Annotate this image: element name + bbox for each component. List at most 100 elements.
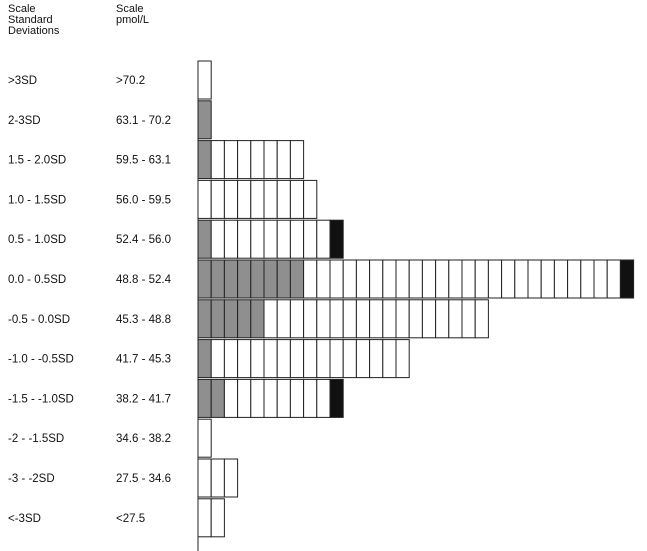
bar-cell bbox=[329, 299, 344, 339]
bar-cell bbox=[250, 378, 265, 418]
bar-cell bbox=[250, 259, 265, 299]
row-label-pmol: 63.1 - 70.2 bbox=[116, 115, 171, 127]
bar-cell bbox=[197, 299, 212, 339]
bar-cell bbox=[276, 378, 291, 418]
bar-cell bbox=[263, 259, 278, 299]
bar-cell bbox=[580, 259, 595, 299]
bar-cell bbox=[237, 219, 252, 259]
bar-cell bbox=[210, 259, 225, 299]
bar-cell bbox=[197, 100, 212, 140]
bar-cell bbox=[223, 179, 239, 219]
bar-cell bbox=[223, 458, 239, 498]
bar-cell bbox=[395, 299, 410, 339]
bar-cell bbox=[276, 339, 291, 379]
bar-cell bbox=[303, 378, 318, 418]
bar-cell bbox=[223, 378, 239, 418]
bar-cell bbox=[553, 259, 569, 299]
bar-cell bbox=[197, 219, 212, 259]
bar-cell bbox=[237, 378, 252, 418]
bar-cell bbox=[210, 339, 225, 379]
bar-cell bbox=[237, 140, 252, 180]
row-label-pmol: 34.6 - 38.2 bbox=[116, 433, 171, 445]
header-pmol-line: Scale bbox=[116, 3, 144, 15]
bar-cell bbox=[210, 458, 225, 498]
bar-cell bbox=[316, 378, 331, 418]
row-label-pmol: 52.4 - 56.0 bbox=[116, 234, 171, 246]
row-label-sd: 2-3SD bbox=[8, 115, 41, 127]
bar-cell bbox=[408, 299, 423, 339]
bar bbox=[197, 140, 305, 180]
bar-cell bbox=[448, 299, 463, 339]
bar-cell bbox=[223, 219, 239, 259]
row-label-sd: -1.5 - -1.0SD bbox=[8, 393, 74, 405]
bar-cell bbox=[355, 259, 371, 299]
bar-cell bbox=[435, 299, 450, 339]
bar-cell bbox=[567, 259, 582, 299]
bar-cell bbox=[210, 219, 225, 259]
bar-cell bbox=[593, 259, 608, 299]
bar-cell bbox=[474, 299, 489, 339]
bar-cell bbox=[527, 259, 542, 299]
bar-cell bbox=[250, 179, 265, 219]
bar-cell bbox=[210, 378, 225, 418]
bar bbox=[197, 339, 410, 379]
row-label-sd: -0.5 - 0.0SD bbox=[8, 314, 70, 326]
bar-cell bbox=[303, 299, 318, 339]
bar-cell bbox=[369, 259, 384, 299]
bar-cell bbox=[197, 60, 212, 100]
bar-cell bbox=[223, 259, 239, 299]
bar bbox=[197, 60, 212, 100]
bar-cell bbox=[289, 299, 305, 339]
row-label-pmol: 59.5 - 63.1 bbox=[116, 155, 171, 167]
bar-cell bbox=[382, 259, 397, 299]
bar-cell bbox=[369, 339, 384, 379]
row-label-sd: -3 - -2SD bbox=[8, 473, 55, 485]
bar-cell bbox=[197, 498, 212, 538]
bar-cell bbox=[276, 259, 291, 299]
row-label-pmol: >70.2 bbox=[116, 75, 145, 87]
bar-cell bbox=[197, 179, 212, 219]
bar-cell bbox=[329, 378, 344, 418]
bar-cell bbox=[197, 140, 212, 180]
bar-cell bbox=[316, 339, 331, 379]
row-labels: >3SD >70.2 2-3SD 63.1 - 70.2 1.5 - 2.0SD 59.5… bbox=[8, 75, 172, 525]
bar-cell bbox=[303, 259, 318, 299]
row-label-pmol: 27.5 - 34.6 bbox=[116, 473, 171, 485]
bar-cell bbox=[237, 299, 252, 339]
bar-cell bbox=[250, 140, 265, 180]
bar-cell bbox=[408, 259, 423, 299]
bar bbox=[197, 378, 344, 418]
bar-cell bbox=[421, 299, 437, 339]
bar-cell bbox=[474, 259, 489, 299]
bar bbox=[197, 219, 344, 259]
bar-cell bbox=[197, 259, 212, 299]
bar-cell bbox=[289, 179, 305, 219]
bar-cell bbox=[263, 140, 278, 180]
bar-cell bbox=[382, 299, 397, 339]
bar-cell bbox=[250, 219, 265, 259]
bar-cell bbox=[263, 339, 278, 379]
bar-cell bbox=[303, 219, 318, 259]
bar-cell bbox=[276, 299, 291, 339]
row-label-pmol: 45.3 - 48.8 bbox=[116, 314, 171, 326]
bar-cell bbox=[487, 259, 503, 299]
bar-cell bbox=[289, 378, 305, 418]
bar-cell bbox=[329, 339, 344, 379]
row-label-pmol: 41.7 - 45.3 bbox=[116, 354, 171, 366]
header-pmol-line: pmol/L bbox=[116, 14, 149, 26]
row-label-sd: -2 - -1.5SD bbox=[8, 433, 64, 445]
bar bbox=[197, 299, 489, 339]
bar-cell bbox=[237, 179, 252, 219]
bar-cell bbox=[197, 458, 212, 498]
bar-cell bbox=[197, 339, 212, 379]
header-sd-line: Standard bbox=[8, 14, 53, 26]
bars bbox=[197, 60, 635, 551]
bar-cell bbox=[501, 259, 516, 299]
bar-cell bbox=[421, 259, 437, 299]
bar-cell bbox=[263, 219, 278, 259]
row-label-sd: 1.0 - 1.5SD bbox=[8, 194, 66, 206]
bar-cell bbox=[382, 339, 397, 379]
bar bbox=[197, 100, 212, 140]
bar-cell bbox=[276, 219, 291, 259]
row-label-sd: 0.0 - 0.5SD bbox=[8, 274, 66, 286]
